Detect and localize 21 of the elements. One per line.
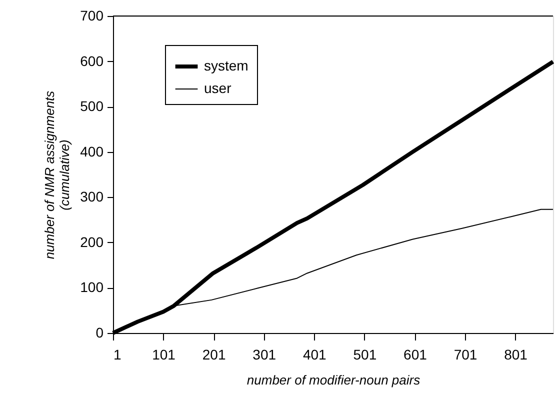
- x-tick-label: 201: [202, 346, 226, 362]
- x-tick-label: 1: [114, 346, 122, 362]
- y-tick-label: 400: [80, 143, 104, 160]
- y-tick-label: 0: [96, 324, 104, 340]
- y-axis-title: number of NMR assignments (cumulative): [42, 90, 72, 260]
- y-tick-label: 500: [80, 98, 104, 114]
- y-tick-label: 700: [80, 8, 104, 24]
- y-tick-label: 200: [80, 234, 104, 250]
- x-tick-label: 101: [152, 346, 176, 362]
- legend-label: user: [204, 80, 232, 96]
- x-tick-label: 501: [353, 346, 377, 362]
- x-axis-title: number of modifier-noun pairs: [246, 372, 421, 388]
- x-tick-label: 701: [454, 346, 478, 362]
- x-tick-label: 801: [504, 346, 528, 362]
- y-tick-label: 100: [80, 279, 104, 296]
- x-tick-label: 601: [404, 346, 428, 362]
- x-tick-label: 401: [302, 346, 327, 362]
- y-tick-label: 300: [80, 188, 104, 205]
- legend-label: system: [204, 58, 248, 74]
- x-tick-label: 301: [252, 346, 276, 362]
- y-tick-label: 600: [80, 52, 104, 69]
